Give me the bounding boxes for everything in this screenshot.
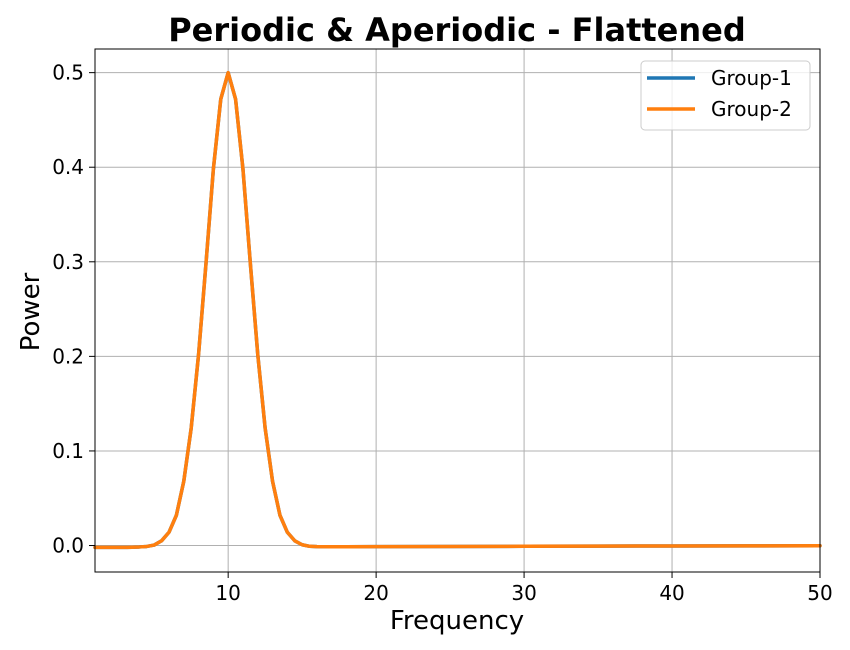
y-tick-label: 0.4 [52, 155, 84, 179]
x-tick-label: 30 [511, 581, 536, 605]
y-tick-label: 0.2 [52, 344, 84, 368]
chart-title: Periodic & Aperiodic - Flattened [168, 11, 746, 49]
axis-ticks: 10 20 30 40 50 0.0 0.1 0.2 0.3 0.4 0.5 [52, 61, 833, 605]
y-tick-label: 0.5 [52, 61, 84, 85]
series-lines [93, 70, 822, 550]
plot-frame [94, 48, 821, 573]
legend-label-group-1: Group-1 [711, 66, 792, 90]
x-tick-label: 20 [363, 581, 388, 605]
x-tick-label: 10 [215, 581, 240, 605]
legend: Group-1 Group-2 [640, 60, 811, 131]
y-tick-label: 0.3 [52, 250, 84, 274]
y-axis-label: Power [16, 272, 46, 351]
x-axis-label: Frequency [390, 606, 524, 636]
y-tick-label: 0.0 [52, 534, 84, 558]
legend-label-group-2: Group-2 [711, 97, 792, 121]
y-tick-label: 0.1 [52, 439, 84, 463]
series-line-group-2 [93, 70, 822, 550]
x-tick-label: 50 [807, 581, 832, 605]
x-tick-label: 40 [659, 581, 684, 605]
